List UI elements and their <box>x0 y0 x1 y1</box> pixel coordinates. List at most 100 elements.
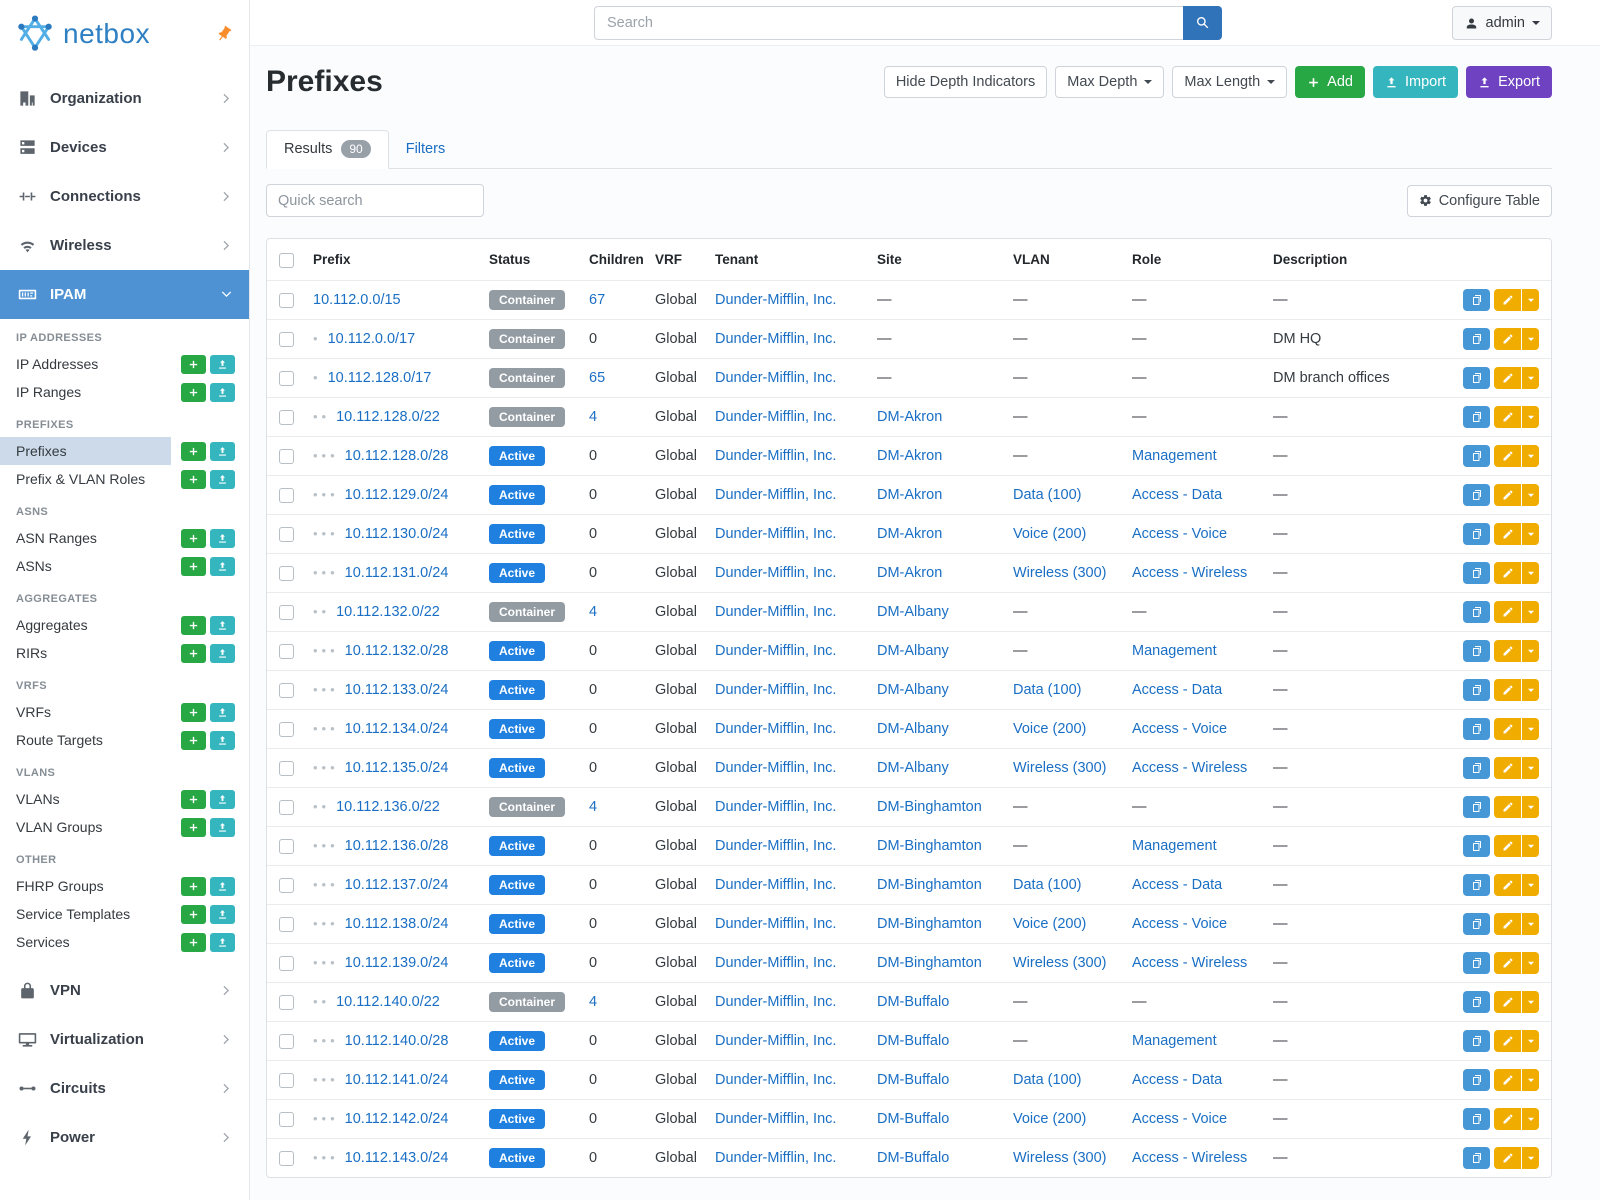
row-checkbox[interactable] <box>279 565 294 581</box>
site-link[interactable]: DM-Akron <box>877 564 943 581</box>
pin-icon[interactable] <box>211 21 236 46</box>
row-checkbox[interactable] <box>279 409 294 425</box>
row-checkbox[interactable] <box>279 331 294 347</box>
role-link[interactable]: Access - Voice <box>1132 1110 1228 1127</box>
edit-button[interactable] <box>1494 405 1521 428</box>
edit-dropdown-button[interactable] <box>1522 717 1539 740</box>
quick-import-button[interactable] <box>210 932 235 952</box>
role-link[interactable]: Access - Voice <box>1132 525 1228 542</box>
site-link[interactable]: DM-Buffalo <box>877 1110 950 1127</box>
children-link[interactable]: 4 <box>589 993 598 1010</box>
prefix-link[interactable]: 10.112.136.0/22 <box>336 798 440 815</box>
quick-add-button[interactable] <box>181 702 206 722</box>
column-header-description[interactable]: Description <box>1273 252 1348 268</box>
prefix-link[interactable]: 10.112.129.0/24 <box>344 486 449 503</box>
quick-add-button[interactable] <box>181 469 206 489</box>
edit-button[interactable] <box>1494 912 1521 935</box>
vlan-link[interactable]: Data (100) <box>1013 876 1082 893</box>
children-link[interactable]: 65 <box>589 369 606 386</box>
edit-dropdown-button[interactable] <box>1522 1147 1539 1170</box>
tenant-link[interactable]: Dunder-Mifflin, Inc. <box>715 1071 837 1088</box>
vlan-link[interactable]: Wireless (300) <box>1013 1150 1107 1167</box>
quick-import-button[interactable] <box>210 556 235 576</box>
site-link[interactable]: DM-Binghamton <box>877 798 982 815</box>
vlan-link[interactable]: Voice (200) <box>1013 1110 1087 1127</box>
quick-import-button[interactable] <box>210 876 235 896</box>
sidebar-item-organization[interactable]: Organization <box>0 74 249 123</box>
edit-dropdown-button[interactable] <box>1522 522 1539 545</box>
vlan-link[interactable]: Data (100) <box>1013 486 1082 503</box>
edit-dropdown-button[interactable] <box>1522 951 1539 974</box>
prefix-link[interactable]: 10.112.141.0/24 <box>344 1071 449 1088</box>
copy-button[interactable] <box>1463 834 1490 857</box>
row-checkbox[interactable] <box>279 877 294 893</box>
copy-button[interactable] <box>1463 912 1490 935</box>
sidebar-item-wireless[interactable]: Wireless <box>0 221 249 270</box>
copy-button[interactable] <box>1463 1029 1490 1052</box>
quick-import-button[interactable] <box>210 817 235 837</box>
sidebar-subitem-link[interactable]: IP Addresses <box>16 356 99 372</box>
sidebar-subitem-link[interactable]: VLANs <box>16 791 60 807</box>
sidebar-subitem-link[interactable]: IP Ranges <box>16 384 82 400</box>
edit-button[interactable] <box>1494 327 1521 350</box>
prefix-link[interactable]: 10.112.137.0/24 <box>344 876 449 893</box>
copy-button[interactable] <box>1463 600 1490 623</box>
column-header-status[interactable]: Status <box>489 252 531 268</box>
edit-button[interactable] <box>1494 1029 1521 1052</box>
quick-import-button[interactable] <box>210 354 235 374</box>
prefix-link[interactable]: 10.112.0.0/17 <box>327 330 416 347</box>
edit-dropdown-button[interactable] <box>1522 756 1539 779</box>
quick-import-button[interactable] <box>210 469 235 489</box>
prefix-link[interactable]: 10.112.138.0/24 <box>344 915 449 932</box>
row-checkbox[interactable] <box>279 955 294 971</box>
role-link[interactable]: Management <box>1132 837 1217 854</box>
column-header-vlan[interactable]: VLAN <box>1013 252 1050 268</box>
edit-dropdown-button[interactable] <box>1522 405 1539 428</box>
edit-button[interactable] <box>1494 1107 1521 1130</box>
site-link[interactable]: DM-Albany <box>877 759 949 776</box>
quick-add-button[interactable] <box>181 789 206 809</box>
site-link[interactable]: DM-Akron <box>877 408 943 425</box>
copy-button[interactable] <box>1463 483 1490 506</box>
children-link[interactable]: 4 <box>589 408 598 425</box>
sidebar-subitem-link[interactable]: Prefixes <box>0 437 171 465</box>
prefix-link[interactable]: 10.112.143.0/24 <box>344 1150 449 1167</box>
quick-import-button[interactable] <box>210 904 235 924</box>
role-link[interactable]: Access - Wireless <box>1132 564 1248 581</box>
tenant-link[interactable]: Dunder-Mifflin, Inc. <box>715 759 837 776</box>
column-header-site[interactable]: Site <box>877 252 902 268</box>
children-link[interactable]: 4 <box>589 798 598 815</box>
quick-import-button[interactable] <box>210 528 235 548</box>
edit-button[interactable] <box>1494 990 1521 1013</box>
column-header-role[interactable]: Role <box>1132 252 1162 268</box>
tab-results[interactable]: Results 90 <box>266 130 389 169</box>
row-checkbox[interactable] <box>279 487 294 503</box>
column-header-vrf[interactable]: VRF <box>655 252 682 268</box>
row-checkbox[interactable] <box>279 994 294 1010</box>
column-header-prefix[interactable]: Prefix <box>313 252 351 268</box>
select-all-checkbox[interactable] <box>279 252 294 268</box>
quick-add-button[interactable] <box>181 528 206 548</box>
tenant-link[interactable]: Dunder-Mifflin, Inc. <box>715 330 837 347</box>
search-button[interactable] <box>1183 6 1222 40</box>
role-link[interactable]: Management <box>1132 1032 1217 1049</box>
edit-button[interactable] <box>1494 366 1521 389</box>
role-link[interactable]: Access - Data <box>1132 486 1223 503</box>
tenant-link[interactable]: Dunder-Mifflin, Inc. <box>715 837 837 854</box>
vlan-link[interactable]: Voice (200) <box>1013 720 1087 737</box>
tenant-link[interactable]: Dunder-Mifflin, Inc. <box>715 642 837 659</box>
copy-button[interactable] <box>1463 678 1490 701</box>
edit-button[interactable] <box>1494 756 1521 779</box>
sidebar-subitem-link[interactable]: ASN Ranges <box>16 530 97 546</box>
row-checkbox[interactable] <box>279 682 294 698</box>
tenant-link[interactable]: Dunder-Mifflin, Inc. <box>715 993 837 1010</box>
prefix-link[interactable]: 10.112.130.0/24 <box>344 525 449 542</box>
row-checkbox[interactable] <box>279 526 294 542</box>
quick-add-button[interactable] <box>181 817 206 837</box>
site-link[interactable]: DM-Buffalo <box>877 1150 950 1167</box>
copy-button[interactable] <box>1463 522 1490 545</box>
edit-dropdown-button[interactable] <box>1522 912 1539 935</box>
sidebar-subitem-link[interactable]: Route Targets <box>16 732 103 748</box>
export-button[interactable]: Export <box>1466 66 1552 98</box>
tenant-link[interactable]: Dunder-Mifflin, Inc. <box>715 1032 837 1049</box>
